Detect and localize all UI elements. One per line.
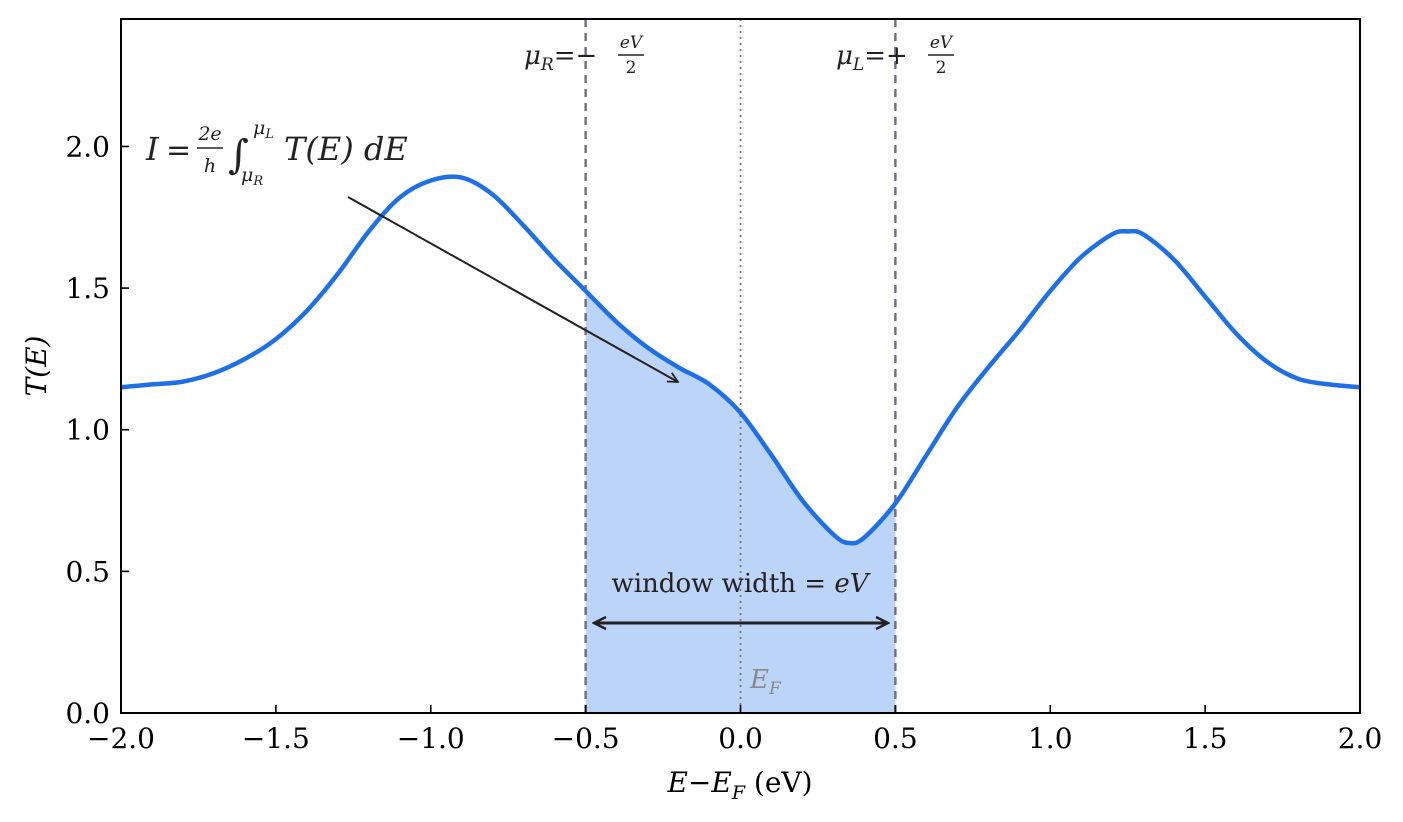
transmission-curve bbox=[120, 174, 1361, 546]
current-formula: I = 2e h ∫ μL μR T(E) dE bbox=[145, 117, 408, 189]
svg-text:μR=−: μR=− bbox=[524, 41, 597, 75]
mu-r-label: μR=− eV 2 bbox=[524, 33, 644, 78]
x-tick-label: −0.5 bbox=[552, 722, 620, 755]
y-tick-label: 1.0 bbox=[65, 414, 110, 447]
fermi-level-label: EF bbox=[749, 665, 782, 699]
x-tick-label: 1.0 bbox=[1028, 722, 1073, 755]
svg-text:eV: eV bbox=[620, 33, 644, 53]
y-tick-label: 1.5 bbox=[65, 272, 110, 305]
svg-text:μL: μL bbox=[253, 117, 274, 142]
x-tick-label: −1.5 bbox=[242, 722, 310, 755]
svg-text:μL=+: μL=+ bbox=[836, 41, 908, 75]
svg-text:2: 2 bbox=[626, 58, 637, 78]
window-width-label: window width = eV bbox=[611, 569, 870, 599]
svg-text:I: I bbox=[145, 130, 160, 168]
svg-text:2e: 2e bbox=[197, 123, 221, 145]
x-tick-label: −1.0 bbox=[397, 722, 465, 755]
svg-text:2: 2 bbox=[936, 58, 947, 78]
x-tick-label: −2.0 bbox=[87, 722, 155, 755]
mu-l-label: μL=+ eV 2 bbox=[836, 33, 954, 78]
y-axis-label: T(E) bbox=[20, 336, 53, 397]
svg-text:h: h bbox=[204, 155, 216, 177]
x-axis-label: E−EF (eV) bbox=[666, 766, 812, 804]
x-tick-label: 0.0 bbox=[718, 722, 763, 755]
x-tick-label: 1.5 bbox=[1183, 722, 1228, 755]
y-tick-label: 2.0 bbox=[65, 130, 110, 163]
formula-arrow bbox=[347, 196, 678, 382]
svg-text:eV: eV bbox=[930, 33, 954, 53]
conduction-window-area bbox=[585, 290, 896, 713]
svg-text:T(E) dE: T(E) dE bbox=[284, 130, 408, 168]
svg-text:=: = bbox=[166, 133, 191, 168]
y-tick-label: 0.0 bbox=[65, 697, 110, 730]
x-tick-label: 2.0 bbox=[1338, 722, 1383, 755]
svg-text:∫: ∫ bbox=[228, 132, 249, 178]
x-tick-label: 0.5 bbox=[873, 722, 918, 755]
svg-text:μR: μR bbox=[241, 164, 263, 189]
plot-frame bbox=[120, 18, 1361, 714]
y-tick-label: 0.5 bbox=[65, 555, 110, 588]
